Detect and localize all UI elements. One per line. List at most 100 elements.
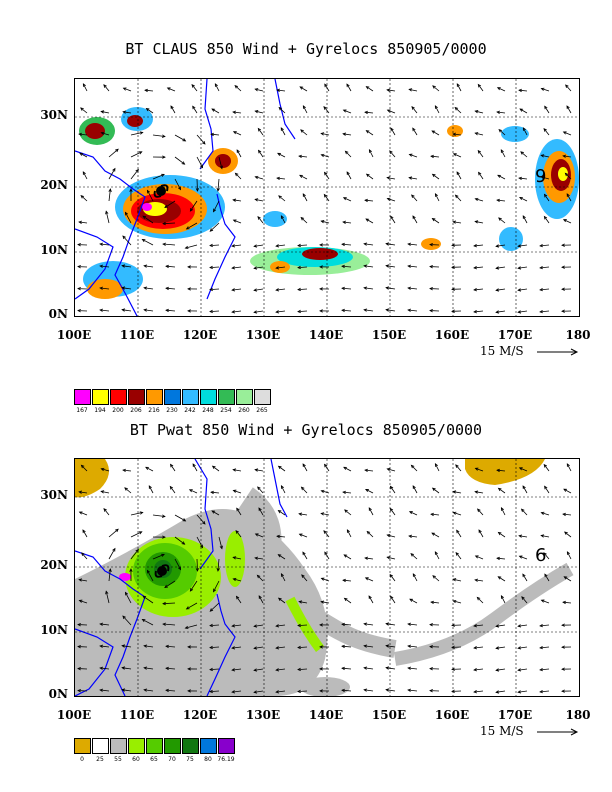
coastline — [194, 459, 214, 570]
wind-vector-icon — [409, 177, 418, 180]
wind-vector-icon — [475, 221, 484, 224]
wind-vector-icon — [387, 534, 396, 538]
wind-vector-icon — [152, 514, 165, 517]
wind-vector-icon — [170, 105, 176, 114]
wind-vector-icon — [497, 174, 506, 180]
cloud-region — [263, 211, 287, 227]
wind-vector-head-icon — [495, 624, 500, 628]
wind-vector-icon — [196, 536, 203, 548]
wind-vector-head-icon — [408, 534, 413, 538]
wind-vector-icon — [233, 556, 242, 560]
wind-vector-head-icon — [199, 164, 204, 169]
wind-vector-icon — [152, 174, 165, 180]
wind-vector-head-icon — [324, 551, 328, 556]
typhoon-tail-icon — [161, 564, 170, 572]
wind-vector-head-icon — [385, 688, 390, 692]
wind-vector-head-icon — [275, 668, 280, 672]
wind-vector-icon — [299, 174, 308, 180]
wind-vector-head-icon — [497, 576, 502, 580]
wind-vector-head-icon — [364, 577, 369, 581]
wind-vector-icon — [233, 469, 242, 472]
wind-vector-head-icon — [495, 646, 500, 650]
wind-vector-head-icon — [341, 688, 345, 693]
wind-vector-icon — [387, 468, 396, 472]
wind-vector-head-icon — [540, 175, 545, 180]
wind-vector-icon — [477, 597, 484, 604]
wind-vector-head-icon — [539, 667, 543, 672]
wind-vector-icon — [209, 288, 220, 290]
wind-vector-head-icon — [539, 645, 543, 650]
wind-vector-head-icon — [412, 573, 416, 577]
wind-vector-icon — [343, 197, 352, 202]
wind-vector-head-icon — [385, 264, 390, 268]
wind-vector-icon — [566, 463, 572, 472]
wind-vector-head-icon — [276, 88, 281, 92]
wind-vector-icon — [497, 87, 506, 92]
wind-vector-icon — [100, 667, 110, 670]
wind-vector-icon — [232, 244, 242, 247]
wind-vector-icon — [217, 558, 220, 571]
colorbar-swatch — [254, 389, 271, 405]
wind-vector-icon — [321, 577, 330, 582]
colorbar-label: 230 — [166, 407, 178, 414]
wind-vector-head-icon — [254, 468, 259, 472]
wind-vector-icon — [390, 486, 396, 494]
wind-vector-icon — [233, 131, 242, 136]
wind-vector-head-icon — [232, 489, 237, 493]
wind-vector-head-icon — [170, 105, 174, 110]
wind-vector-head-icon — [231, 690, 236, 694]
wind-vector-icon — [344, 509, 352, 516]
wind-vector-icon — [541, 535, 550, 538]
wind-vector-icon — [366, 173, 374, 180]
colorbar-swatch — [164, 389, 181, 405]
wind-vector-head-icon — [254, 556, 259, 560]
wind-vector-icon — [233, 578, 242, 582]
wind-vector-icon — [364, 309, 374, 312]
wind-vector-head-icon — [363, 666, 368, 670]
wind-vector-head-icon — [495, 266, 500, 270]
wind-vector-icon — [341, 309, 352, 312]
wind-vector-head-icon — [539, 689, 543, 694]
wind-vector-head-icon — [320, 220, 325, 224]
wind-vector-head-icon — [431, 130, 436, 134]
wind-vector-head-icon — [407, 242, 412, 246]
coastline — [274, 79, 296, 140]
wind-vector-icon — [500, 595, 506, 604]
wind-vector-icon — [254, 646, 264, 649]
wind-vector-head-icon — [298, 600, 303, 604]
wind-vector-head-icon — [258, 595, 262, 600]
pwat-region — [299, 601, 397, 658]
wind-vector-head-icon — [498, 217, 502, 221]
panel1-colorbar — [74, 389, 272, 405]
wind-vector-icon — [125, 212, 132, 224]
wind-vector-icon — [209, 602, 220, 612]
panel2-wind-vectors — [77, 463, 572, 694]
wind-vector-head-icon — [495, 310, 500, 314]
wind-vector-icon — [257, 575, 264, 582]
wind-vector-icon — [232, 690, 242, 693]
wind-vector-icon — [232, 624, 242, 627]
wind-vector-icon — [108, 168, 116, 180]
wind-vector-icon — [343, 554, 352, 560]
wind-vector-icon — [365, 218, 374, 224]
wind-vector-icon — [209, 222, 220, 232]
wind-vector-icon — [474, 244, 484, 247]
wind-vector-icon — [412, 128, 418, 136]
wind-vector-icon — [390, 127, 396, 136]
wind-vector-icon — [101, 468, 110, 472]
wind-vector-icon — [82, 171, 88, 180]
panel1-scale-arrow-icon — [537, 348, 579, 356]
wind-vector-head-icon — [432, 575, 436, 579]
wind-vector-icon — [144, 265, 154, 268]
wind-vector-icon — [386, 645, 396, 648]
wind-vector-icon — [100, 265, 110, 268]
wind-vector-head-icon — [234, 172, 239, 177]
wind-vector-head-icon — [496, 556, 500, 561]
wind-vector-head-icon — [211, 510, 216, 514]
wind-vector-icon — [541, 176, 550, 180]
colorbar-swatch — [92, 738, 109, 754]
panel2-lat-label-0n: 0N — [48, 687, 68, 701]
panel1-scale-label: 15 M/S — [480, 344, 524, 358]
wind-vector-head-icon — [517, 646, 522, 650]
wind-vector-head-icon — [520, 508, 525, 513]
